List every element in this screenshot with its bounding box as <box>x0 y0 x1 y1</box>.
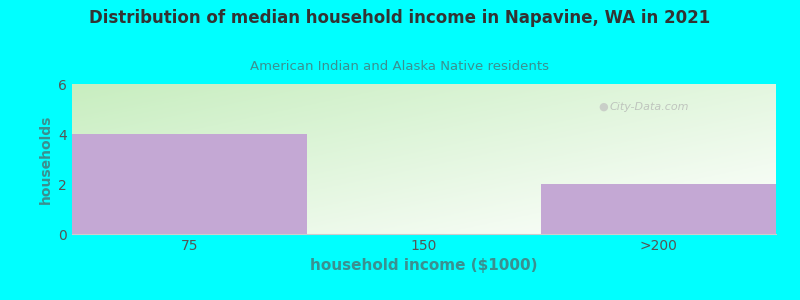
Bar <box>542 184 776 234</box>
Bar <box>72 134 306 234</box>
Y-axis label: households: households <box>38 114 53 204</box>
Text: American Indian and Alaska Native residents: American Indian and Alaska Native reside… <box>250 60 550 73</box>
X-axis label: household income ($1000): household income ($1000) <box>310 258 538 273</box>
Text: ●: ● <box>598 101 608 112</box>
Text: City-Data.com: City-Data.com <box>610 101 689 112</box>
Text: Distribution of median household income in Napavine, WA in 2021: Distribution of median household income … <box>90 9 710 27</box>
